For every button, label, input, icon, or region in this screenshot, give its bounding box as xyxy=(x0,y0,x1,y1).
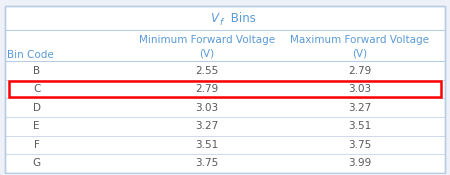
Text: 3.27: 3.27 xyxy=(348,103,371,113)
Bar xyxy=(9,81,441,97)
Text: (V): (V) xyxy=(199,49,215,59)
Text: Minimum Forward Voltage: Minimum Forward Voltage xyxy=(139,35,275,45)
Text: (V): (V) xyxy=(352,49,367,59)
Text: Maximum Forward Voltage: Maximum Forward Voltage xyxy=(290,35,429,45)
Text: f: f xyxy=(220,18,223,27)
Text: D: D xyxy=(32,103,40,113)
Text: 3.75: 3.75 xyxy=(195,158,219,168)
Text: V: V xyxy=(210,12,218,24)
Text: 3.51: 3.51 xyxy=(348,121,371,131)
Text: 2.79: 2.79 xyxy=(348,66,371,76)
Text: B: B xyxy=(33,66,40,76)
Text: 3.27: 3.27 xyxy=(195,121,219,131)
Text: 3.03: 3.03 xyxy=(348,84,371,94)
Text: C: C xyxy=(33,84,40,94)
Text: 2.55: 2.55 xyxy=(195,66,219,76)
Text: 3.99: 3.99 xyxy=(348,158,371,168)
Text: Bin Code: Bin Code xyxy=(7,50,54,60)
Text: G: G xyxy=(32,158,40,168)
Text: 3.03: 3.03 xyxy=(195,103,219,113)
Text: 3.51: 3.51 xyxy=(195,140,219,150)
Text: 3.75: 3.75 xyxy=(348,140,371,150)
Text: 2.79: 2.79 xyxy=(195,84,219,94)
Text: Bins: Bins xyxy=(227,12,256,24)
Text: F: F xyxy=(34,140,40,150)
Text: E: E xyxy=(33,121,40,131)
